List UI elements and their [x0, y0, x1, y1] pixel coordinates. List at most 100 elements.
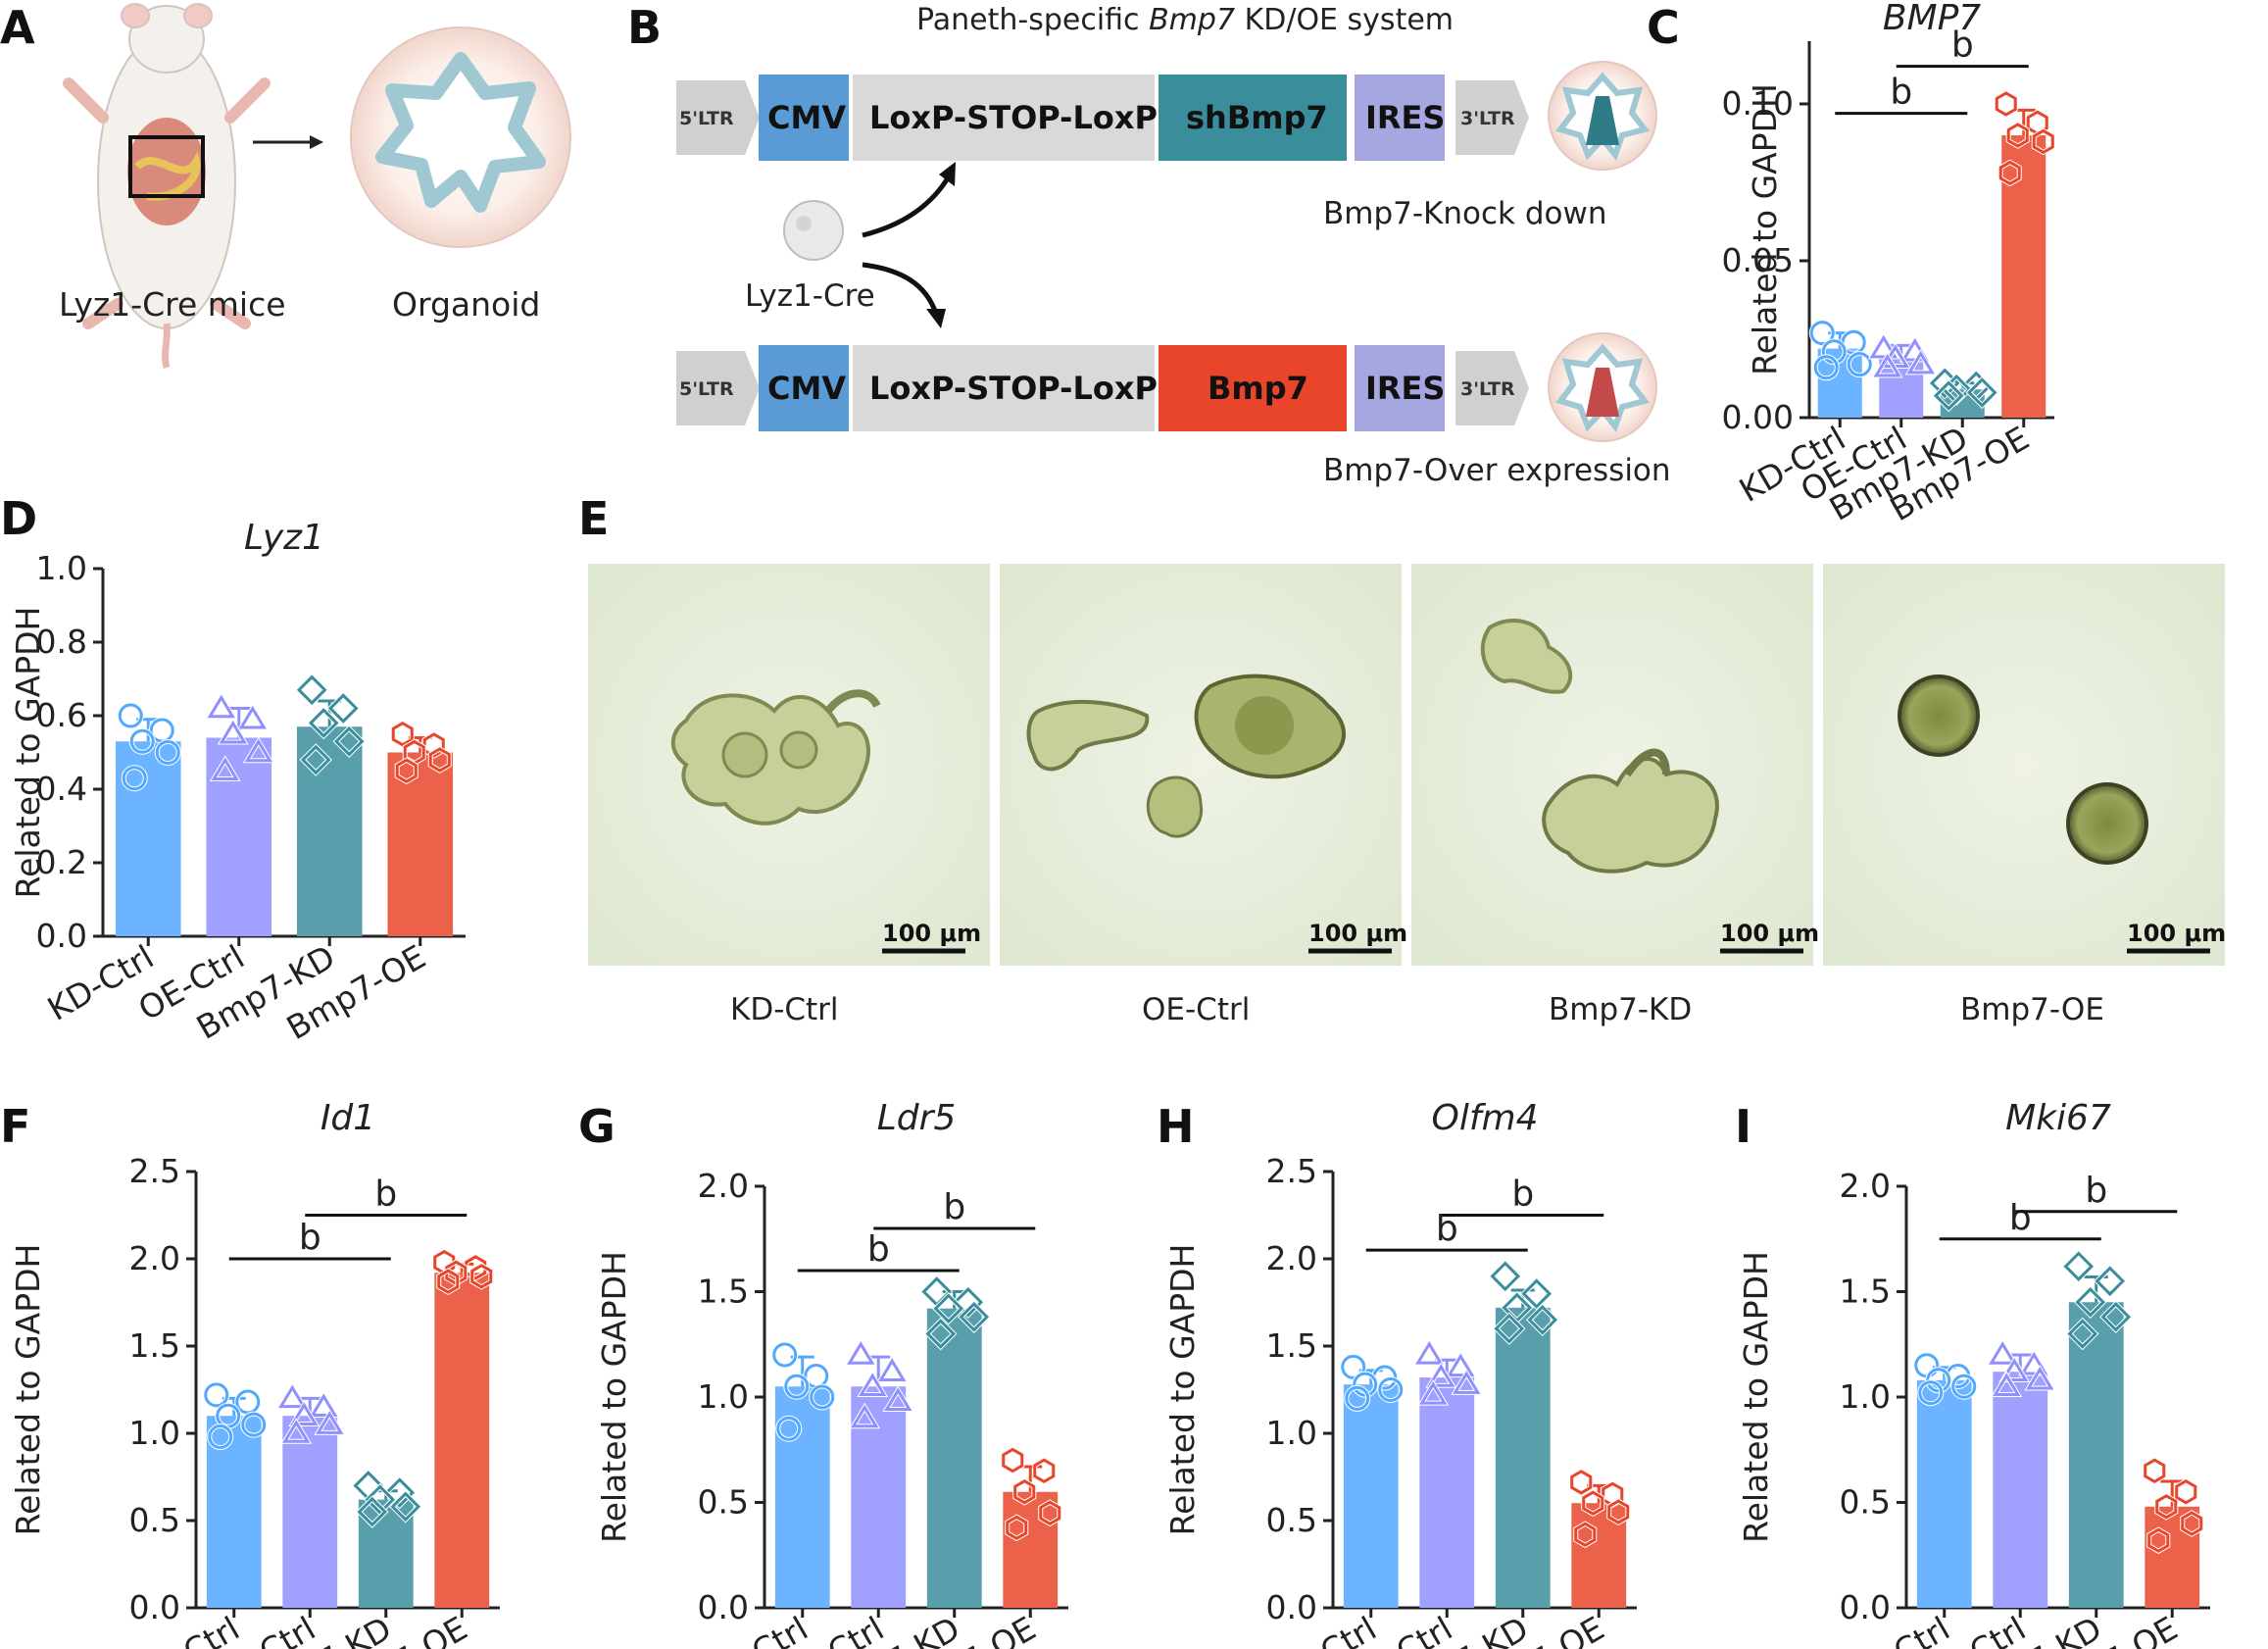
data-point: [470, 1264, 493, 1289]
significance-label: b: [1511, 1174, 1534, 1215]
y-axis-label: Related to GAPDH: [1737, 1251, 1775, 1543]
bar-oe-ctrl: [206, 737, 272, 936]
chart-title: Lyz1: [244, 518, 324, 558]
scale-bar-4: 100 μm: [2127, 920, 2226, 947]
data-point: [1490, 1261, 1521, 1292]
data-point: [1039, 1500, 1061, 1525]
significance-label: b: [299, 1218, 321, 1258]
y-tick-label: 0.0: [1266, 1588, 1317, 1626]
bar-bmp7-oe: [434, 1273, 490, 1608]
oe-payload: Bmp7: [1208, 370, 1308, 407]
data-point: [357, 1496, 388, 1527]
data-point: [1607, 1499, 1630, 1524]
data-point: [384, 1477, 416, 1508]
y-axis-label: Related to GAPDH: [9, 607, 47, 899]
data-point: [118, 703, 143, 728]
data-point: [1813, 355, 1839, 380]
cre-label: Lyz1-Cre: [745, 278, 875, 314]
data-point: [437, 1269, 460, 1294]
bar-bmp7-oe: [2001, 135, 2046, 418]
data-point: [395, 758, 418, 783]
y-tick-label: 0.4: [36, 770, 87, 808]
data-point: [2020, 1351, 2048, 1375]
panel-b-title-gene: Bmp7: [1149, 3, 1235, 37]
data-point: [129, 728, 155, 754]
data-point: [1574, 1522, 1597, 1547]
data-point: [1006, 1515, 1028, 1541]
micrograph-kd-ctrl: 100 μm: [588, 564, 990, 966]
data-point: [2144, 1458, 2166, 1483]
y-tick-label: 2.0: [1266, 1239, 1317, 1277]
data-point: [2063, 1251, 2095, 1282]
data-point-halo: [2094, 1265, 2127, 1298]
y-tick-label: 0.05: [1722, 241, 1794, 279]
bar-oe-ctrl: [1993, 1372, 2048, 1608]
scale-bar-3: 100 μm: [1720, 920, 1819, 947]
data-point: [847, 1341, 875, 1365]
y-tick-label: 0.0: [129, 1588, 180, 1626]
y-tick-label: 1.0: [1266, 1414, 1317, 1452]
data-point: [1989, 1341, 2017, 1365]
bar-oe-ctrl: [851, 1386, 907, 1608]
data-point: [2181, 1511, 2203, 1536]
kd-payload: shBmp7: [1186, 99, 1328, 136]
construct-oe: 5'LTR CMV LoxP-STOP-LoxP Bmp7 IRES 3'LTR: [676, 332, 1657, 442]
data-point: [211, 757, 239, 780]
data-point: [122, 766, 147, 791]
y-axis-label: Related to GAPDH: [1746, 83, 1784, 375]
data-point: [2147, 1527, 2170, 1553]
data-point: [465, 1255, 487, 1280]
data-point: [238, 705, 267, 729]
y-tick-label: 1.0: [698, 1377, 749, 1416]
micrograph-bmp7-oe: 100 μm: [1823, 564, 2226, 966]
data-point: [2175, 1479, 2197, 1505]
data-point: [235, 1389, 261, 1415]
data-point: [219, 720, 247, 744]
significance-label: b: [943, 1187, 965, 1227]
data-point: [1527, 1304, 1558, 1335]
organoid-icon: [350, 26, 571, 248]
data-point: [776, 1416, 802, 1441]
data-point: [1933, 380, 1964, 411]
bar-oe-ctrl: [1419, 1377, 1475, 1608]
y-tick-label: 1.0: [129, 1414, 180, 1452]
chart-title: Ldr5: [877, 1098, 957, 1138]
data-point: [1494, 1313, 1525, 1344]
data-point: [953, 1286, 984, 1318]
data-point: [308, 708, 339, 738]
data-point: [1582, 1490, 1604, 1516]
panel-b-title-suffix: KD/OE system: [1235, 3, 1454, 37]
data-point: [204, 1382, 229, 1408]
data-point: [2000, 1358, 2029, 1381]
data-point: [1033, 1458, 1056, 1483]
panel-b: B Paneth-specific Bmp7 KD/OE system 5'LT…: [627, 1, 1671, 488]
panel-letter-h: H: [1157, 1100, 1195, 1153]
data-point: [1995, 91, 2017, 117]
data-point: [278, 1384, 307, 1409]
bar-kd-ctrl: [1343, 1384, 1399, 1608]
data-point: [390, 1491, 421, 1523]
y-axis-label: Related to GAPDH: [9, 1244, 47, 1536]
panel-e: E 100 μm KD-Ctrl 100 μm OE-Ctrl: [578, 492, 2226, 1027]
y-tick-label: 1.5: [129, 1326, 180, 1365]
data-point: [241, 1412, 267, 1437]
y-tick-label: 0.00: [1722, 398, 1794, 436]
data-point: [933, 1293, 964, 1324]
oe-ires: IRES: [1365, 370, 1445, 407]
y-tick-label: 0.0: [1840, 1588, 1891, 1626]
bar-bmp7-kd: [926, 1308, 982, 1608]
data-point: [1013, 1479, 1036, 1505]
y-axis-label: Related to GAPDH: [1163, 1244, 1202, 1536]
data-point: [290, 1402, 319, 1425]
data-point: [1918, 1380, 1944, 1406]
data-point: [1993, 1373, 2021, 1396]
data-point: [2100, 1301, 2132, 1332]
chart-title: Olfm4: [1432, 1098, 1539, 1138]
data-point: [2032, 128, 2054, 155]
significance-label: b: [1951, 25, 1974, 66]
data-point: [1966, 377, 1997, 408]
cell-icon: [783, 200, 844, 261]
